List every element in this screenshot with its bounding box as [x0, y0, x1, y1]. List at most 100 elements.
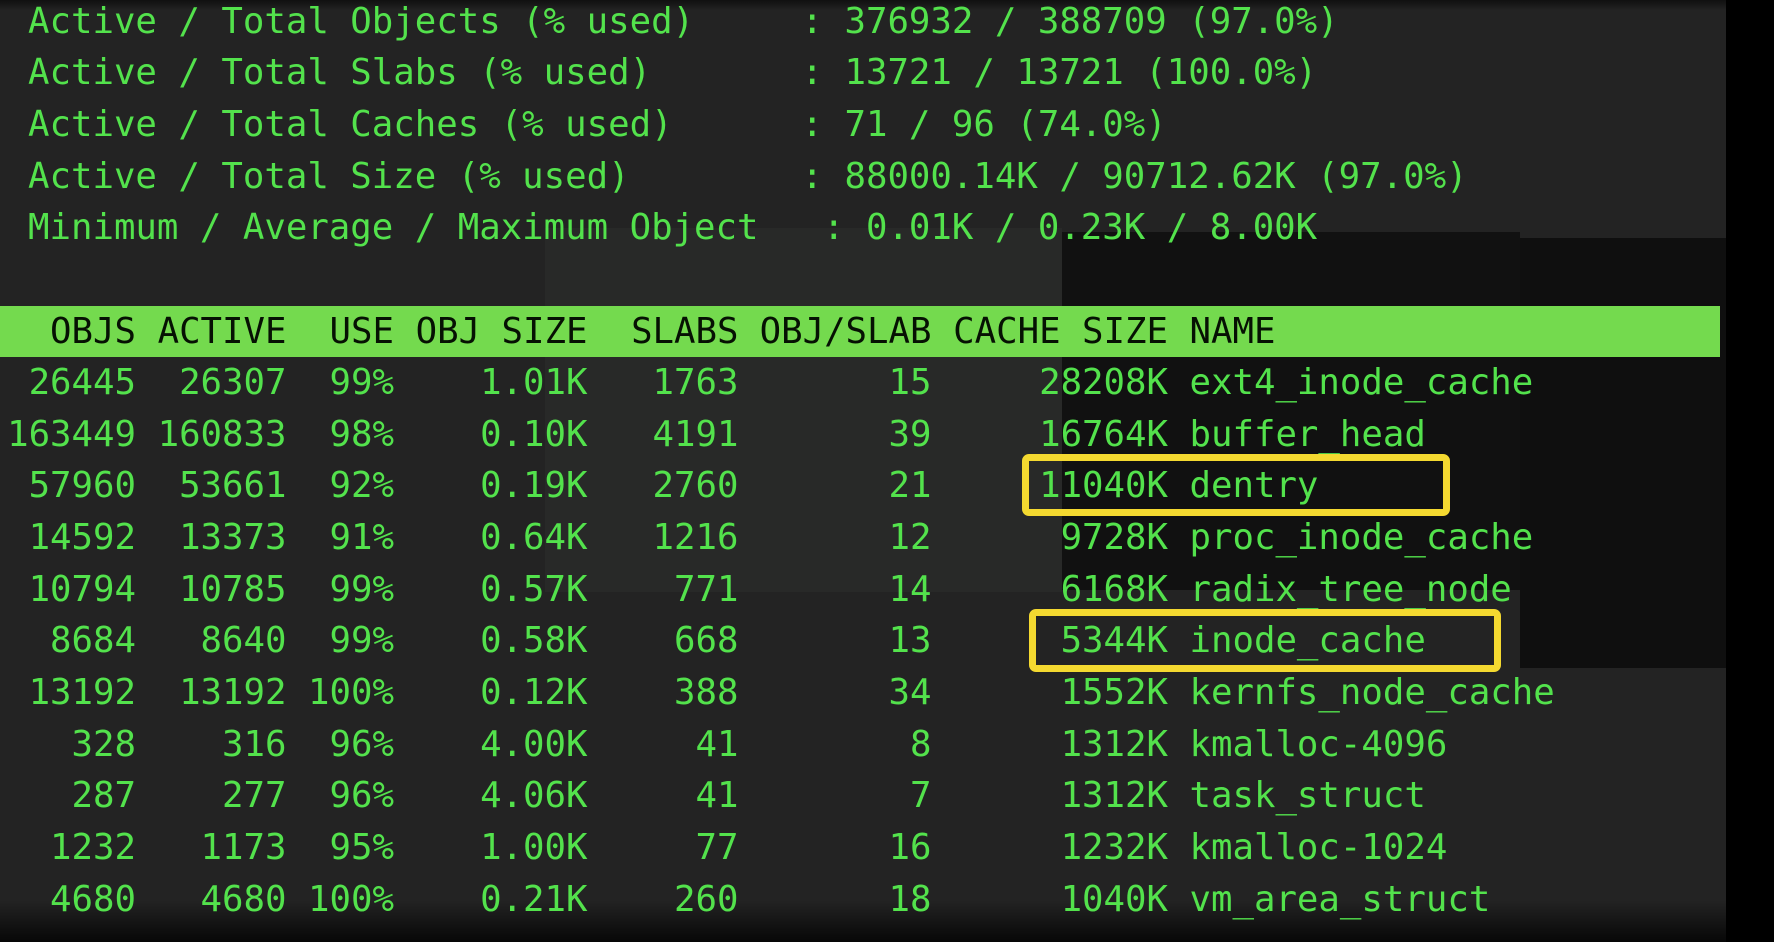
cell: 5344K — [1060, 620, 1168, 662]
table-row-proc_inode_cache: 14592 13373 91% 0.64K 1216 12 9728K proc_inode_… — [0, 512, 1726, 564]
cell: 26307 — [179, 362, 287, 404]
cell: 13373 — [179, 517, 287, 559]
cell: 10785 — [179, 568, 287, 610]
cell: 13192 — [179, 671, 287, 713]
cell: 11040K — [1039, 465, 1168, 507]
cell: 14 — [888, 568, 932, 610]
cell-name: ext4_inode_cache — [1189, 362, 1534, 404]
cell: 4.00K — [480, 723, 588, 765]
cell: 316 — [222, 723, 287, 765]
stat-separator: : — [801, 0, 823, 42]
cell: 771 — [674, 568, 739, 610]
cell: 28208K — [1039, 362, 1168, 404]
cell: 287 — [71, 775, 136, 817]
table-row-dentry: 57960 53661 92% 0.19K 2760 21 11040K dentry — [0, 460, 1726, 512]
stat-line: Active / Total Size (% used):88000.14K /… — [28, 151, 1468, 203]
cell: 0.12K — [480, 671, 588, 713]
cell: 39 — [888, 413, 932, 455]
cell: 0.64K — [480, 517, 588, 559]
stat-line: Minimum / Average / Maximum Object:0.01K… — [28, 202, 1468, 254]
cell-name: vm_area_struct — [1189, 878, 1491, 920]
table-row-buffer_head: 163449 160833 98% 0.10K 4191 39 16764K buffer_h… — [0, 409, 1726, 461]
cell: 34 — [888, 671, 932, 713]
cell: 1312K — [1060, 723, 1168, 765]
cell: 26445 — [28, 362, 136, 404]
cell: 7 — [910, 775, 932, 817]
slab-cache-table: OBJS ACTIVE USE OBJ SIZE SLABS OBJ/SLAB CACHE … — [0, 305, 1726, 926]
stat-value: 71 / 96 (74.0%) — [844, 104, 1167, 146]
cell: 1.00K — [480, 826, 588, 868]
cell-name: kmalloc-1024 — [1189, 826, 1448, 868]
cell-name: kernfs_node_cache — [1189, 671, 1555, 713]
header-cell-cache-size: CACHE SIZE — [953, 310, 1168, 352]
cell: 41 — [695, 775, 739, 817]
cell: 0.57K — [480, 568, 588, 610]
cell-name: radix_tree_node — [1189, 568, 1512, 610]
cell: 1216 — [652, 517, 739, 559]
table-row-kernfs_node_cache: 13192 13192 100% 0.12K 388 34 1552K kernfs_node… — [0, 667, 1726, 719]
header-cell-obj-size: OBJ SIZE — [415, 310, 588, 352]
stat-label: Active / Total Objects (% used) — [28, 0, 695, 42]
cell: 41 — [695, 723, 739, 765]
table-row-kmalloc-4096: 328 316 96% 4.00K 41 8 1312K kmalloc-4096 — [0, 719, 1726, 771]
cell: 96% — [329, 723, 394, 765]
cell: 388 — [674, 671, 739, 713]
table-row-kmalloc-1024: 1232 1173 95% 1.00K 77 16 1232K kmalloc-1024 — [0, 822, 1726, 874]
cell: 4.06K — [480, 775, 588, 817]
cell: 77 — [695, 826, 739, 868]
table-row-ext4_inode_cache: 26445 26307 99% 1.01K 1763 15 28208K ext4_inode… — [0, 357, 1726, 409]
cell: 2760 — [652, 465, 739, 507]
stat-separator: : — [801, 155, 823, 197]
table-row-vm_area_struct: 4680 4680 100% 0.21K 260 18 1040K vm_area_struc… — [0, 874, 1726, 926]
cell: 0.19K — [480, 465, 588, 507]
cell: 1173 — [200, 826, 287, 868]
table-body: 26445 26307 99% 1.01K 1763 15 28208K ext4_inode… — [0, 357, 1726, 925]
cell: 99% — [329, 620, 394, 662]
stat-line: Active / Total Objects (% used):376932 /… — [28, 0, 1468, 47]
header-cell-obj-slab: OBJ/SLAB — [759, 310, 932, 352]
cell: 1232K — [1060, 826, 1168, 868]
cell-name: buffer_head — [1189, 413, 1426, 455]
cell: 18 — [888, 878, 932, 920]
cell-name: task_struct — [1189, 775, 1426, 817]
cell: 91% — [329, 517, 394, 559]
cell: 12 — [888, 517, 932, 559]
cell: 0.58K — [480, 620, 588, 662]
cell: 16764K — [1039, 413, 1168, 455]
cell: 100% — [308, 671, 394, 713]
cell: 99% — [329, 568, 394, 610]
header-cell-active: ACTIVE — [157, 310, 287, 352]
cell: 96% — [329, 775, 394, 817]
stat-separator: : — [801, 104, 823, 146]
cell: 260 — [674, 878, 739, 920]
cell: 0.21K — [480, 878, 588, 920]
cell-name: kmalloc-4096 — [1189, 723, 1448, 765]
cell: 4680 — [200, 878, 287, 920]
cell: 9728K — [1060, 517, 1168, 559]
stat-label: Active / Total Caches (% used) — [28, 104, 673, 146]
cell: 16 — [888, 826, 932, 868]
stat-line: Active / Total Caches (% used):71 / 96 (… — [28, 99, 1468, 151]
cell: 0.10K — [480, 413, 588, 455]
cell: 10794 — [28, 568, 136, 610]
stat-value: 13721 / 13721 (100.0%) — [844, 52, 1318, 94]
stat-separator: : — [801, 52, 823, 94]
cell: 8640 — [200, 620, 287, 662]
stat-value: 88000.14K / 90712.62K (97.0%) — [844, 155, 1468, 197]
header-cell-slabs: SLABS — [631, 310, 739, 352]
cell: 1763 — [652, 362, 739, 404]
cell: 53661 — [179, 465, 287, 507]
cell: 8 — [910, 723, 932, 765]
stat-label: Active / Total Size (% used) — [28, 155, 630, 197]
cell: 13192 — [28, 671, 136, 713]
header-cell-name: NAME — [1189, 310, 1276, 352]
table-row-task_struct: 287 277 96% 4.06K 41 7 1312K task_struct — [0, 770, 1726, 822]
cell: 13 — [888, 620, 932, 662]
cell: 277 — [222, 775, 287, 817]
cell: 668 — [674, 620, 739, 662]
cell: 160833 — [157, 413, 287, 455]
cell-name: inode_cache — [1189, 620, 1426, 662]
cell: 21 — [888, 465, 932, 507]
cell-name: proc_inode_cache — [1189, 517, 1534, 559]
cell: 100% — [308, 878, 394, 920]
